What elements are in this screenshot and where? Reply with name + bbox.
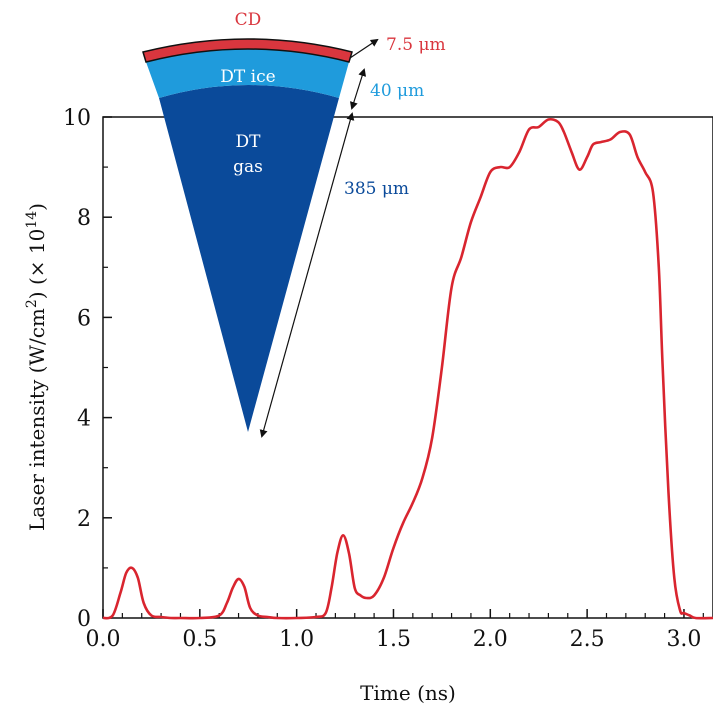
y-axis: 0 2 4 6 8 10: [63, 106, 112, 632]
ice-dimension-arrow: [349, 68, 367, 110]
x-tick-label: 2.0: [473, 627, 508, 652]
y-tick-label: 8: [77, 206, 91, 231]
x-axis-label: Time (ns): [360, 681, 456, 705]
cd-layer: [142, 38, 353, 63]
gas-dimension-arrow: [259, 112, 355, 438]
x-axis: 0.0 0.5 1.0 1.5 2.0 2.5 3.0: [86, 609, 704, 652]
cd-layer-label: CD: [235, 10, 262, 30]
gas-layer-label-line2: gas: [233, 157, 263, 177]
cd-thickness-label: 7.5 μm: [386, 35, 446, 55]
x-tick-label: 3.0: [666, 627, 701, 652]
y-tick-label: 2: [77, 507, 91, 532]
x-tick-label: 1.0: [279, 627, 314, 652]
x-tick-label: 1.5: [376, 627, 411, 652]
target-wedge: [142, 38, 353, 432]
y-tick-label: 4: [77, 407, 91, 432]
ice-layer: [146, 49, 349, 98]
gas-radius-label: 385 μm: [344, 179, 409, 199]
y-tick-label: 10: [63, 106, 91, 131]
y-axis-label: Laser intensity (W/cm2) (× 1014): [24, 203, 49, 531]
x-tick-label: 0.5: [182, 627, 217, 652]
ice-layer-label: DT ice: [220, 67, 275, 87]
x-tick-label: 0.0: [86, 627, 121, 652]
series-line: [102, 117, 713, 620]
cd-dimension-arrow: [349, 38, 379, 59]
y-tick-label: 6: [77, 306, 91, 331]
y-tick-label: 0: [77, 607, 91, 632]
ice-thickness-label: 40 μm: [370, 81, 424, 101]
x-tick-label: 2.5: [570, 627, 605, 652]
gas-layer-label-line1: DT: [236, 132, 262, 152]
